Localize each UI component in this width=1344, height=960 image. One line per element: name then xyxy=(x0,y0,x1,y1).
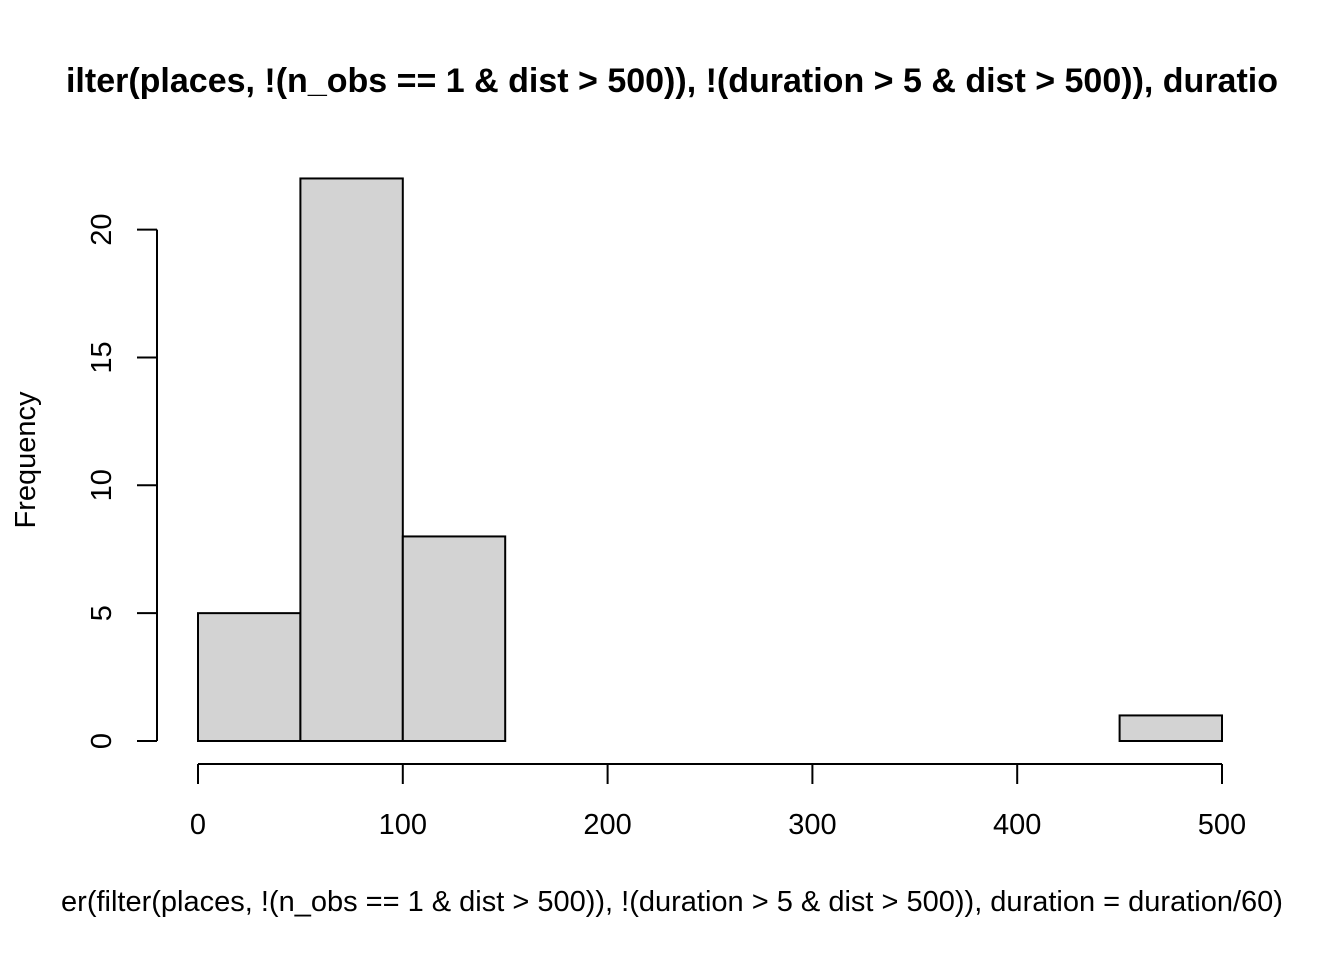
x-tick-label-2: 200 xyxy=(583,809,631,841)
bars-group xyxy=(197,177,1223,743)
y-tick-label-4: 20 xyxy=(86,213,118,245)
chart-title: ilter(places, !(n_obs == 1 & dist > 500)… xyxy=(66,62,1278,100)
x-tick-label-1: 100 xyxy=(379,809,427,841)
x-axis: 0 100 200 300 400 500 xyxy=(190,763,1246,841)
y-tick-label-2: 10 xyxy=(86,469,118,501)
x-axis-label: er(filter(places, !(n_obs == 1 & dist > … xyxy=(61,886,1283,918)
x-tick-label-4: 400 xyxy=(993,809,1041,841)
y-tick-label-1: 5 xyxy=(86,605,118,621)
histogram-bar-1 xyxy=(299,177,404,742)
y-axis-label: Frequency xyxy=(10,391,42,529)
histogram-bar-0 xyxy=(197,612,302,743)
y-tick-label-3: 15 xyxy=(86,341,118,373)
x-tick-label-5: 500 xyxy=(1198,809,1246,841)
histogram-bar-2 xyxy=(401,535,507,742)
y-tick-label-0: 0 xyxy=(86,733,118,749)
y-axis: 0 5 10 15 20 xyxy=(86,213,158,749)
histogram-bar-9 xyxy=(1118,714,1223,742)
x-tick-label-0: 0 xyxy=(190,809,206,841)
x-tick-label-3: 300 xyxy=(788,809,836,841)
